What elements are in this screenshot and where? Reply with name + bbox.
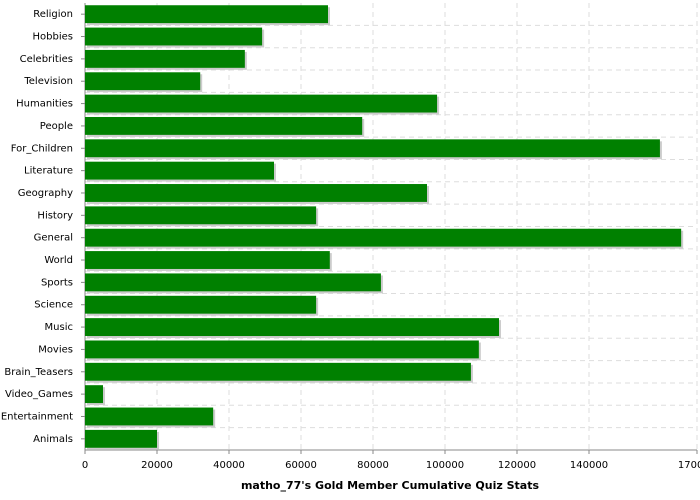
x-tick-label: 140000 xyxy=(570,460,608,471)
y-tick-label: Humanities xyxy=(16,99,73,110)
x-tick-label: 0 xyxy=(82,460,88,471)
y-tick-label: Geography xyxy=(18,188,73,199)
y-tick-label: Sports xyxy=(41,277,73,288)
bar xyxy=(85,295,317,314)
y-tick-label: Video_Games xyxy=(5,389,73,400)
bar xyxy=(85,273,381,292)
bar xyxy=(85,184,427,202)
bar xyxy=(85,206,317,225)
y-tick-label: History xyxy=(37,210,73,221)
bar xyxy=(85,385,103,404)
y-tick-label: For_Children xyxy=(11,143,73,154)
y-tick-label: Literature xyxy=(24,166,73,177)
y-tick-label: Movies xyxy=(38,344,73,355)
bar xyxy=(85,429,157,448)
bar xyxy=(85,72,201,91)
x-tick-label: 80000 xyxy=(357,460,389,471)
y-tick-label: Animals xyxy=(33,434,73,445)
y-tick-label: General xyxy=(34,233,73,244)
y-tick-label: Television xyxy=(23,76,73,87)
x-tick-label: 40000 xyxy=(213,460,245,471)
bar xyxy=(85,251,330,269)
y-tick-label: Science xyxy=(34,300,73,311)
bar xyxy=(85,407,214,426)
y-tick-label: Hobbies xyxy=(33,32,73,43)
y-tick-label: Religion xyxy=(33,9,73,20)
bar xyxy=(85,27,263,46)
x-tick-label: 170000 xyxy=(678,460,700,471)
y-tick-label: Celebrities xyxy=(20,54,73,65)
y-tick-label: Music xyxy=(45,322,73,333)
bar xyxy=(85,94,438,113)
bar xyxy=(85,161,274,180)
bar xyxy=(85,5,328,24)
x-tick-label: 20000 xyxy=(141,460,173,471)
bar xyxy=(85,49,245,68)
x-tick-label: 60000 xyxy=(285,460,317,471)
bar xyxy=(85,340,479,359)
y-tick-label: World xyxy=(44,255,73,266)
bar xyxy=(85,362,471,381)
bar xyxy=(85,139,660,158)
y-tick-label: Entertainment xyxy=(1,411,73,422)
x-axis-title: matho_77's Gold Member Cumulative Quiz S… xyxy=(241,479,540,492)
bar xyxy=(85,116,363,135)
x-tick-label: 100000 xyxy=(426,460,464,471)
bar xyxy=(85,228,682,247)
y-tick-label: People xyxy=(40,121,73,132)
y-tick-label: Brain_Teasers xyxy=(4,367,73,378)
x-tick-label: 120000 xyxy=(498,460,536,471)
bar xyxy=(85,318,499,337)
